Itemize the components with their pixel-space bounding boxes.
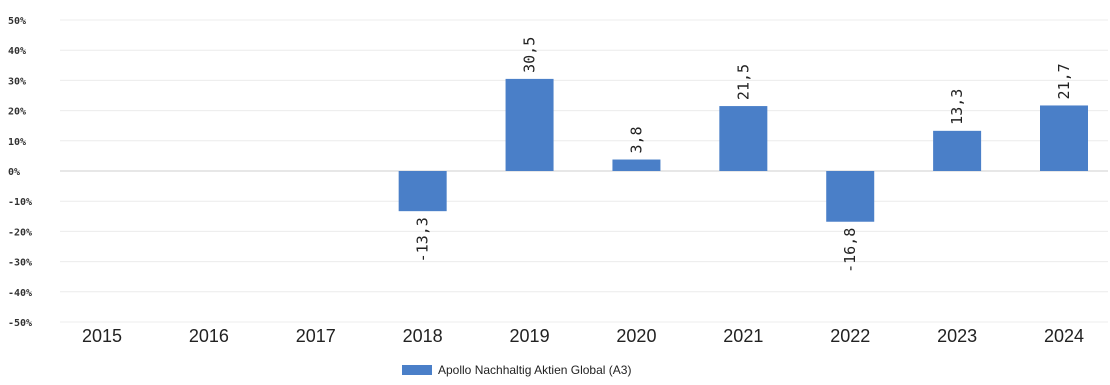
x-tick-label: 2015: [82, 326, 122, 346]
legend-swatch: [402, 365, 432, 375]
bar: [398, 171, 447, 212]
data-label: 30,5: [521, 37, 539, 73]
data-label: -16,8: [841, 228, 859, 273]
data-label: 3,8: [627, 126, 645, 153]
y-tick-label: 40%: [8, 46, 26, 57]
x-axis: 2015 2016 2017 2018 2019 2020 2021 2022 2023 2024: [82, 326, 1084, 346]
legend-label: Apollo Nachhaltig Aktien Global (A3): [438, 363, 632, 377]
x-tick-label: 2017: [296, 326, 336, 346]
data-label: 21,7: [1055, 63, 1073, 99]
data-labels: -13,3 30,5 3,8 21,5 -16,8 13,3 21,7: [414, 37, 1073, 273]
data-label: -13,3: [414, 217, 432, 262]
x-tick-label: 2024: [1044, 326, 1084, 346]
bar: [719, 106, 768, 171]
y-tick-label: -30%: [8, 258, 32, 269]
x-tick-label: 2018: [403, 326, 443, 346]
x-tick-label: 2023: [937, 326, 977, 346]
bar: [1040, 105, 1088, 171]
x-tick-label: 2019: [510, 326, 550, 346]
bar: [826, 171, 875, 222]
y-tick-label: -20%: [8, 227, 32, 238]
y-tick-label: -40%: [8, 288, 32, 299]
data-label: 13,3: [948, 89, 966, 125]
bar: [505, 78, 554, 171]
y-tick-label: -10%: [8, 197, 32, 208]
bars: [398, 78, 1088, 222]
y-tick-label: 0%: [8, 167, 20, 178]
bar: [933, 130, 982, 171]
legend: Apollo Nachhaltig Aktien Global (A3): [402, 363, 631, 377]
y-tick-label: 20%: [8, 107, 26, 118]
x-tick-label: 2020: [616, 326, 656, 346]
y-axis: 50% 40% 30% 20% 10% 0% -10% -20% -30% -40% -50%: [8, 16, 32, 329]
y-tick-label: -50%: [8, 318, 32, 329]
x-tick-label: 2016: [189, 326, 229, 346]
y-tick-label: 30%: [8, 76, 26, 87]
x-tick-label: 2022: [830, 326, 870, 346]
bar: [612, 159, 661, 171]
gridlines: [60, 19, 1108, 323]
x-tick-label: 2021: [723, 326, 763, 346]
data-label: 21,5: [734, 64, 752, 100]
y-tick-label: 50%: [8, 16, 26, 27]
y-tick-label: 10%: [8, 137, 26, 148]
